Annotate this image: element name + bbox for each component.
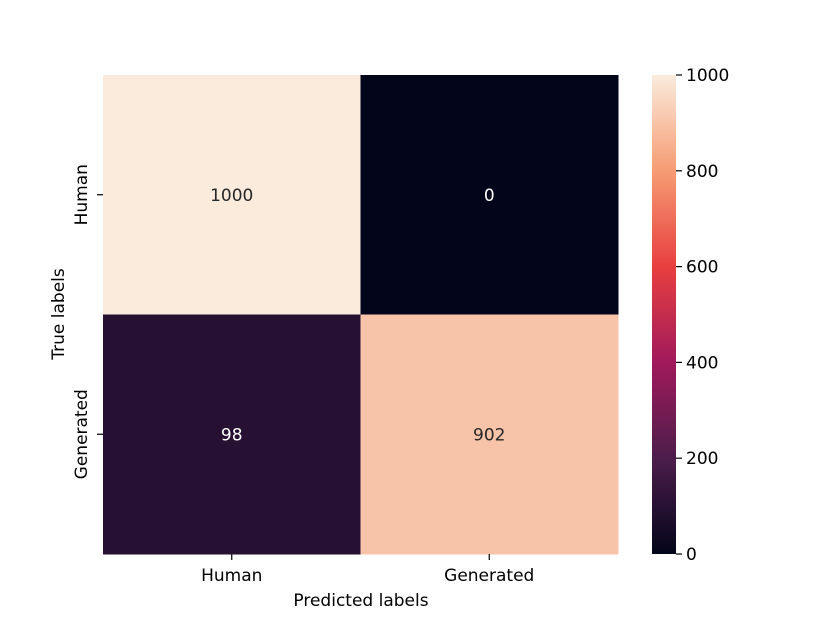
heatmap-cell — [360, 314, 619, 555]
cell-value-label: 902 — [473, 425, 505, 445]
y-tick-label: Human — [72, 164, 92, 225]
colorbar-tick-label: 0 — [686, 545, 697, 565]
x-tick-label: Human — [201, 566, 262, 586]
colorbar-tick-label: 600 — [686, 258, 718, 278]
cell-value-label: 1000 — [210, 186, 253, 206]
y-axis-label: True labels — [49, 268, 69, 361]
y-axis-ticks: Human Generated — [72, 164, 103, 479]
x-axis-label: Predicted labels — [293, 591, 428, 611]
cell-value-label: 0 — [484, 186, 495, 206]
colorbar-ticks: 0 200 400 600 800 1000 — [676, 66, 729, 565]
heatmap-cell-labels: 1000 0 98 902 — [210, 186, 505, 446]
y-tick-label: Generated — [72, 389, 92, 479]
colorbar — [652, 75, 676, 554]
heatmap-cell — [103, 75, 361, 315]
heatmap-cell — [103, 314, 361, 555]
colorbar-tick-label: 200 — [686, 449, 718, 469]
heatmap-cells — [103, 75, 619, 555]
cell-value-label: 98 — [221, 425, 243, 445]
colorbar-tick-label: 400 — [686, 353, 718, 373]
x-axis-ticks: Human Generated — [201, 554, 534, 586]
colorbar-tick-label: 800 — [686, 162, 718, 182]
x-tick-label: Generated — [444, 566, 534, 586]
colorbar-tick-label: 1000 — [686, 66, 729, 86]
heatmap-cell — [360, 75, 619, 315]
